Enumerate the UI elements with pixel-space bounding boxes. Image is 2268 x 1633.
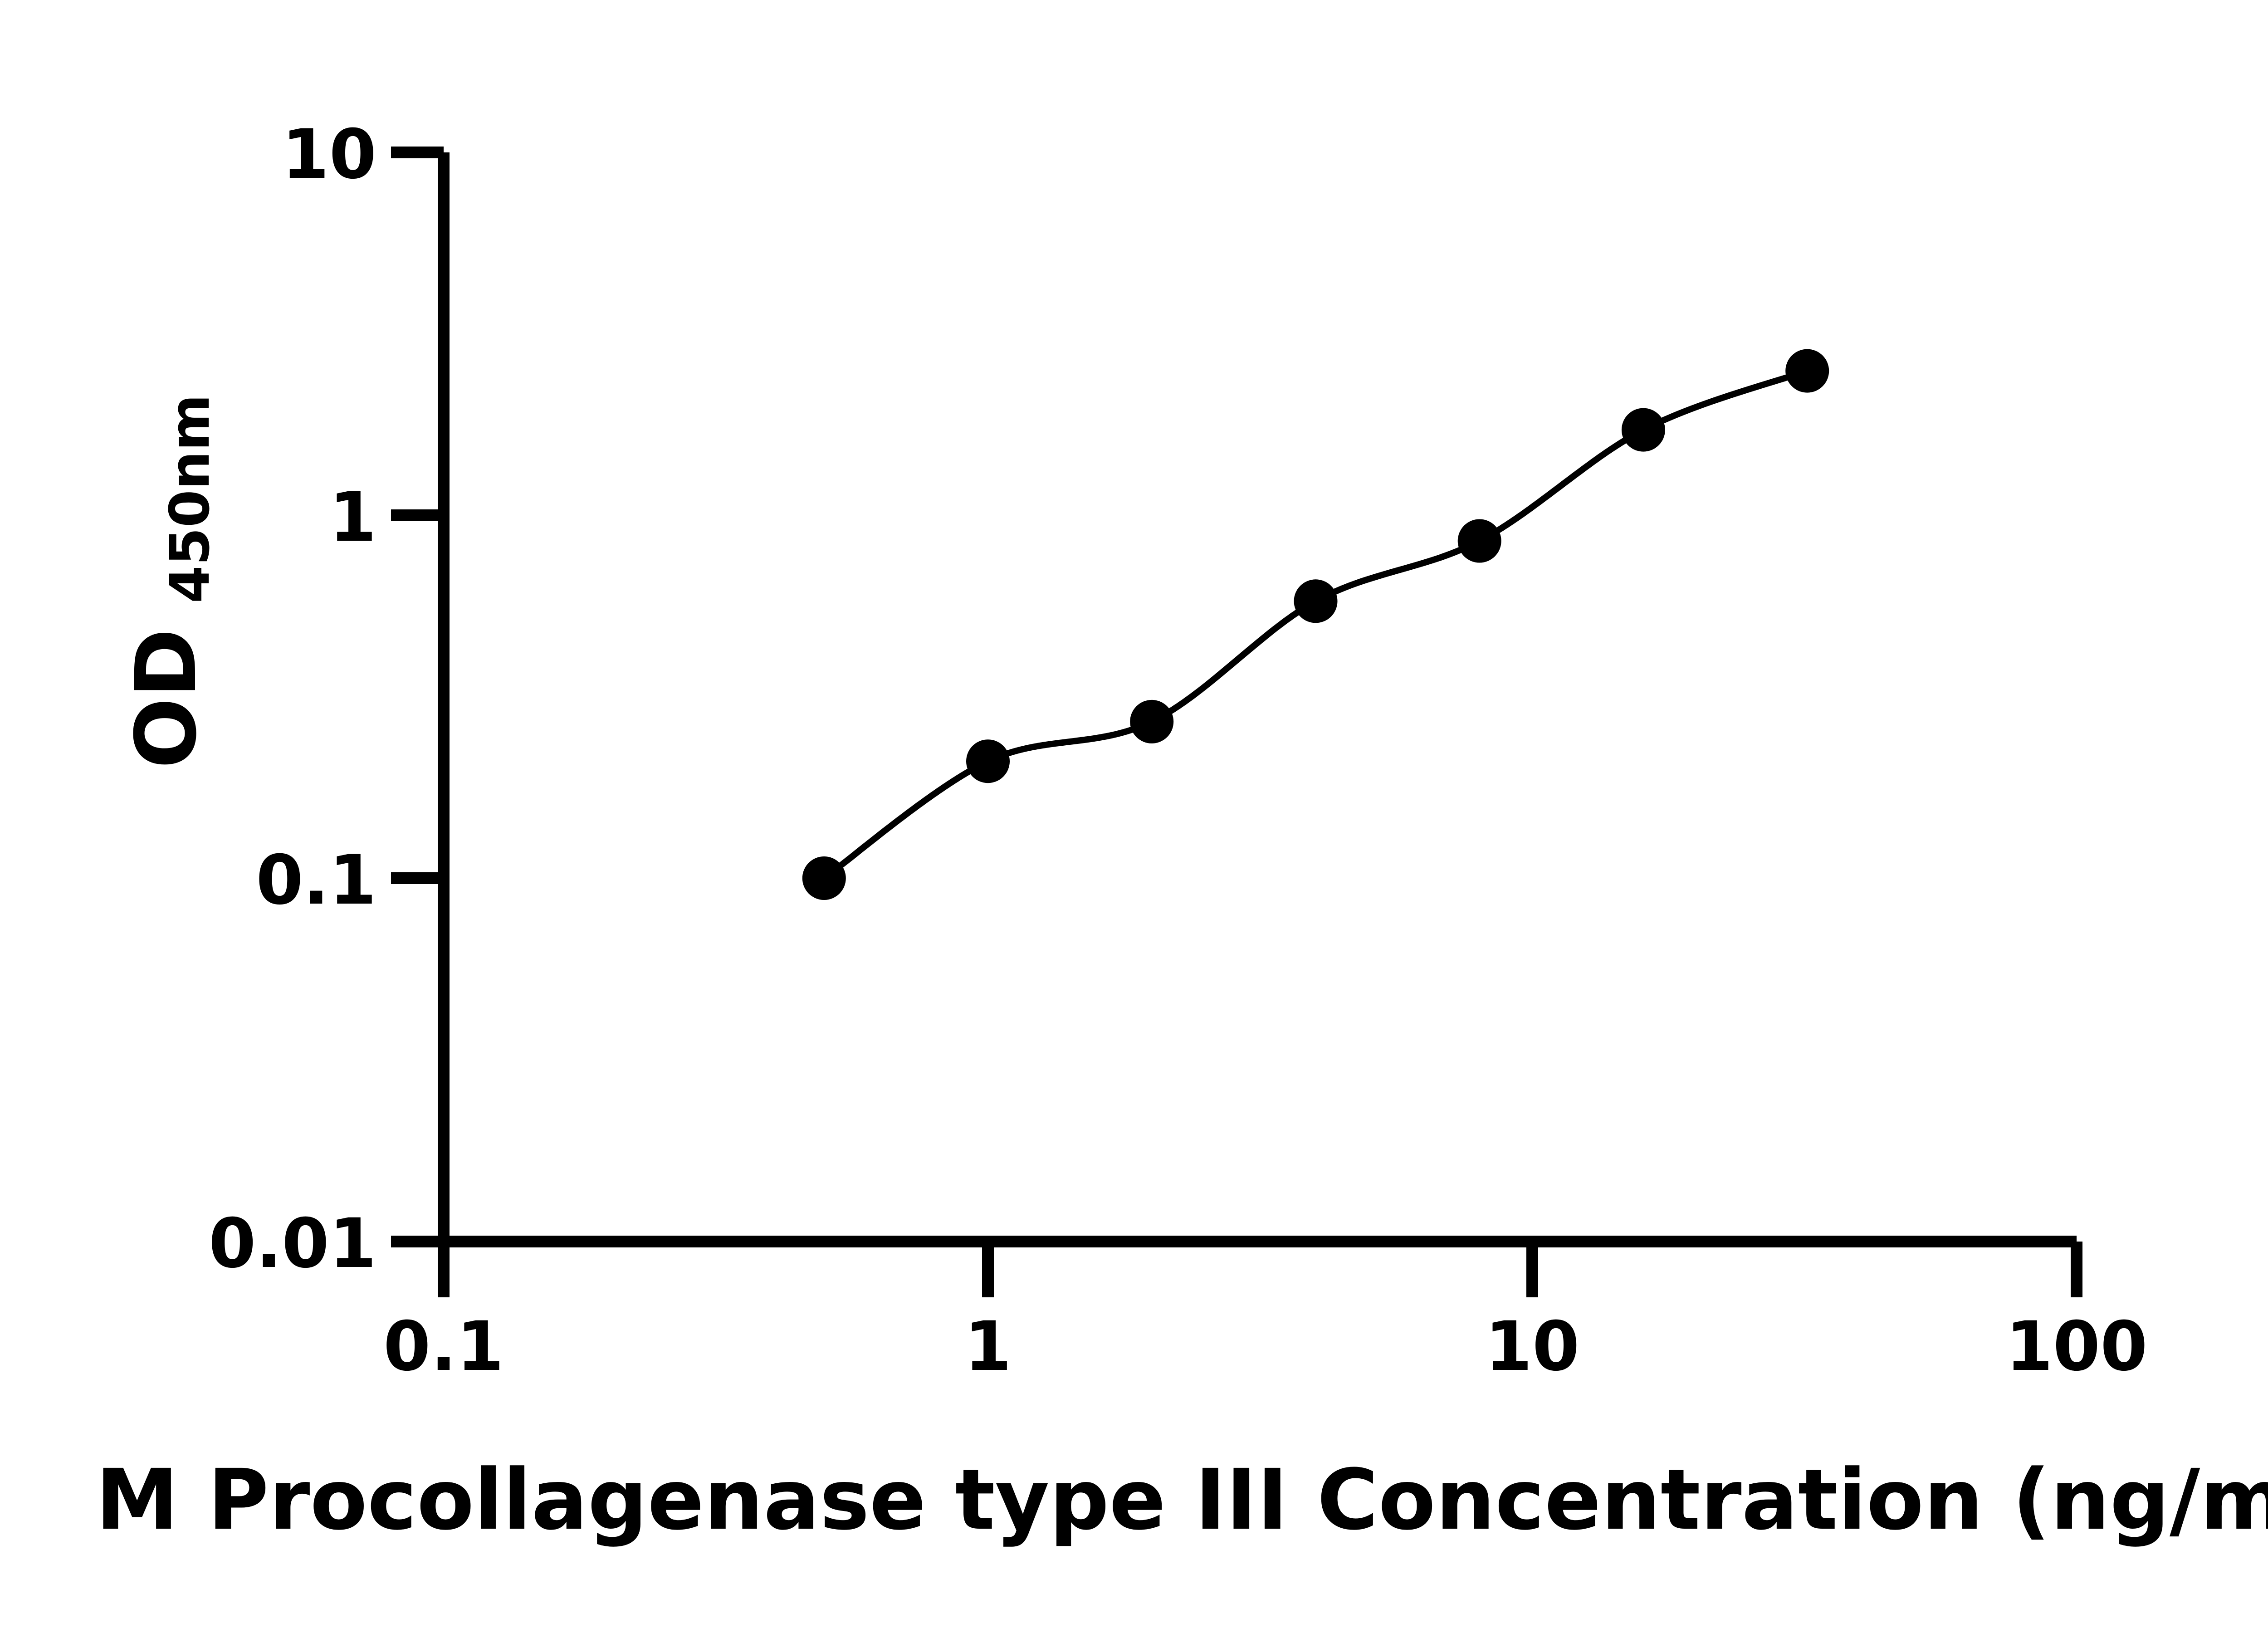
data-point (1294, 579, 1338, 623)
data-point (1621, 408, 1665, 452)
x-axis-group (438, 1236, 2082, 1297)
data-point-group (802, 349, 1829, 900)
data-point (966, 739, 1010, 783)
data-point (1130, 699, 1174, 743)
y-tick-label-1: 1 (329, 478, 376, 557)
y-tick-label-0.1: 0.1 (256, 841, 376, 920)
x-tick-label-100: 100 (2005, 1307, 2147, 1386)
data-point (1785, 349, 1829, 393)
x-axis-title: M Procollagenase type III Concentration … (96, 1452, 2268, 1549)
y-tick-label-0.01: 0.01 (209, 1204, 376, 1283)
x-tick-label-10: 10 (1485, 1307, 1580, 1386)
y-axis-title: OD 450nm (118, 394, 222, 769)
y-axis-group (391, 147, 450, 1247)
y-axis-title-subscript: 450nm (159, 394, 222, 603)
y-axis-title-main: OD (118, 628, 215, 768)
y-tick-label-10: 10 (282, 115, 376, 194)
data-point (802, 856, 846, 900)
standard-curve-line (821, 367, 1811, 881)
data-point (1457, 519, 1501, 563)
x-tick-label-1: 1 (964, 1307, 1012, 1386)
x-tick-label-0.1: 0.1 (383, 1307, 504, 1386)
